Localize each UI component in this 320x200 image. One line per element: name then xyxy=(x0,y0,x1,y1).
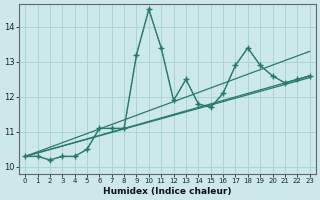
X-axis label: Humidex (Indice chaleur): Humidex (Indice chaleur) xyxy=(103,187,232,196)
